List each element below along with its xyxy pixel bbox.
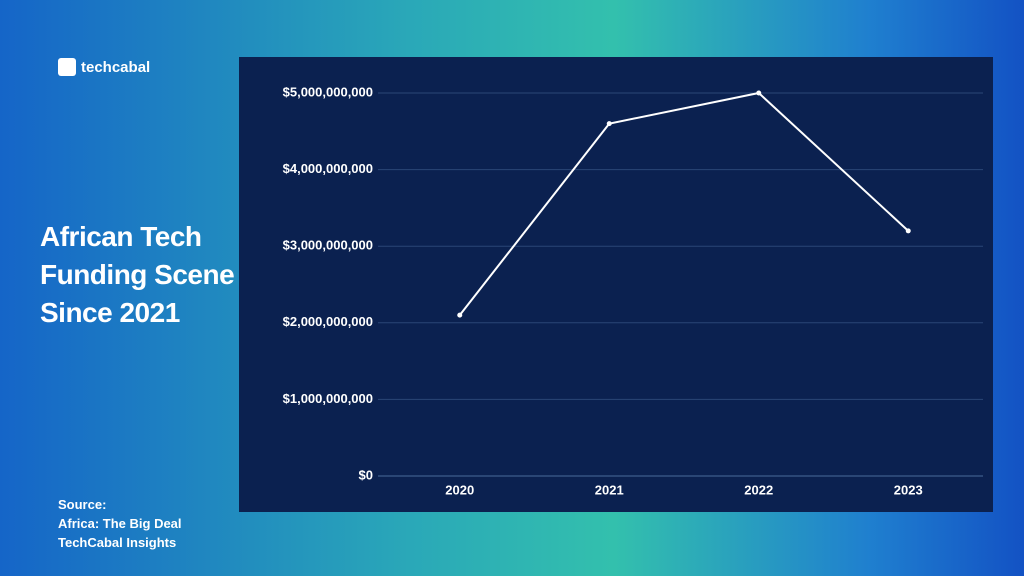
x-tick-label: 2023 [894,482,923,497]
logo: techcabal [58,58,150,76]
point [606,121,612,127]
chart-panel [239,57,993,512]
chart-title: African Tech Funding Scene Since 2021 [40,221,235,328]
line [458,91,909,316]
x-tick-label: 2022 [744,482,773,497]
x-tick-label: 2021 [595,482,624,497]
point [457,312,463,318]
logo-mark [58,58,76,76]
y-tick-label: $2,000,000,000 [283,314,373,329]
source-item: TechCabal Insights [58,535,177,550]
logo-text: techcabal [81,58,151,76]
y-tick-label: $5,000,000,000 [283,84,373,99]
y-tick-label: $0 [359,467,373,482]
source-label: Source: [58,497,107,512]
x-tick-label: 2020 [445,482,474,497]
y-tick-label: $3,000,000,000 [283,238,373,253]
y-tick-label: $4,000,000,000 [283,161,373,176]
source: Source: Africa: The Big Deal TechCabal I… [58,495,182,552]
source-item: Africa: The Big Deal [58,516,182,531]
point [905,228,911,234]
y-tick-label: $1,000,000,000 [283,391,373,406]
point [756,90,762,96]
